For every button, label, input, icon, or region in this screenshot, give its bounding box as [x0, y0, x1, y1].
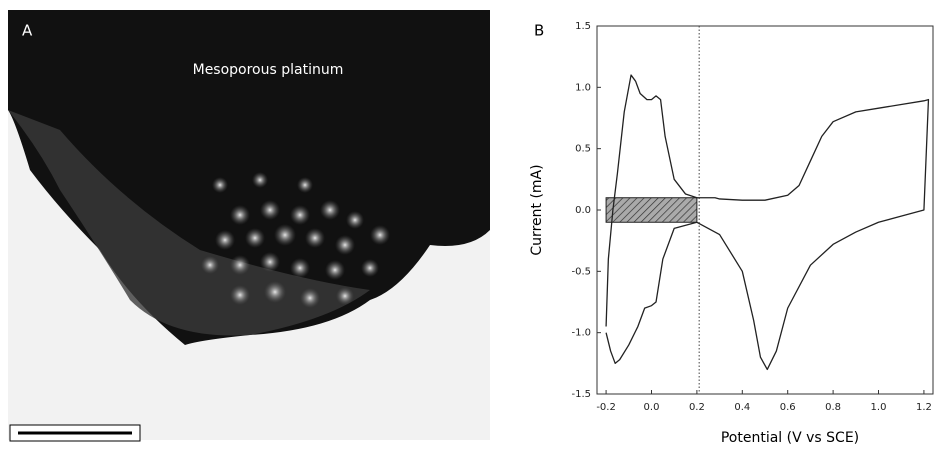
- x-tick-label: 1.0: [871, 402, 887, 413]
- x-tick-label: 1.2: [916, 402, 932, 413]
- y-tick-label: 0.0: [575, 205, 591, 216]
- y-axis-label: Current (mA): [529, 164, 545, 255]
- plot: -1.5 -1.0 -0.5 0.0 0.5 1.0 1.5 -0.2 0.0 0.2 0.4 0.6…: [571, 21, 934, 413]
- x-tick-label: 0.8: [825, 402, 841, 413]
- x-tick-label: -0.2: [596, 402, 616, 413]
- image-caption: Mesoporous platinum: [193, 62, 344, 78]
- y-tick-label: 1.5: [575, 21, 591, 32]
- x-tick-label: 0.4: [734, 402, 750, 413]
- y-tick-label: -1.5: [571, 389, 591, 400]
- y-tick-label: -0.5: [571, 266, 591, 277]
- x-tick-label: 0.2: [689, 402, 705, 413]
- y-tick-label: 1.0: [575, 82, 591, 93]
- x-tick-label: 0.6: [780, 402, 796, 413]
- y-tick-label: -1.0: [571, 328, 591, 339]
- panel-label: B: [534, 22, 544, 40]
- x-tick-label: 0.0: [644, 402, 660, 413]
- tem-image: [8, 10, 490, 442]
- panel-label: A: [22, 22, 33, 40]
- x-axis-label: Potential (V vs SCE): [721, 430, 859, 446]
- shaded-region: [605, 197, 698, 223]
- y-tick-label: 0.5: [575, 144, 591, 155]
- cv-curve: [605, 74, 930, 371]
